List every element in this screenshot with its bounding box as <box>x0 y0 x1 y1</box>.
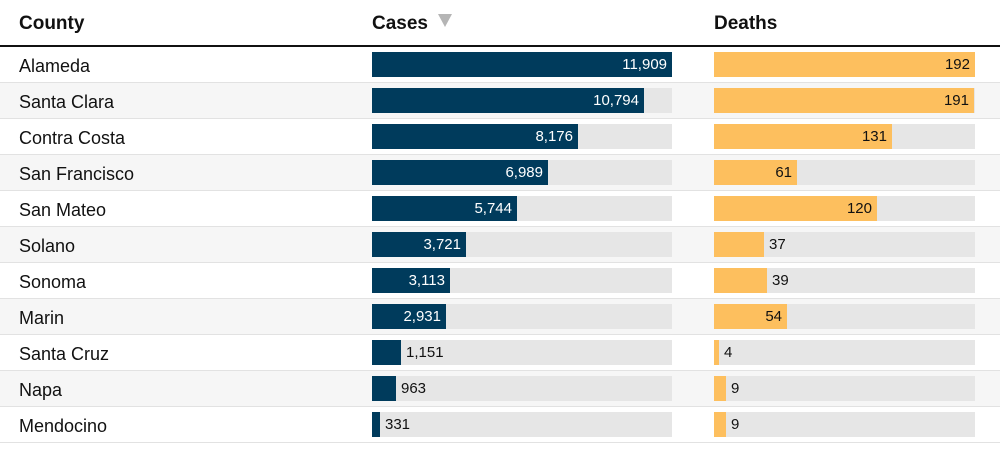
deaths-bar <box>714 196 877 221</box>
cases-bar-track: 1,151 <box>372 340 672 365</box>
deaths-column-header[interactable]: Deaths <box>714 13 778 34</box>
cases-bar-track: 5,744 <box>372 196 672 221</box>
table-row: Marin 2,931 54 <box>0 299 1000 335</box>
county-name: Alameda <box>19 56 91 76</box>
cases-value-label: 3,721 <box>423 236 461 253</box>
deaths-bar-track: 37 <box>714 232 975 257</box>
cases-bar-track: 3,113 <box>372 268 672 293</box>
cases-bar-track: 331 <box>372 412 672 437</box>
cases-value-label: 6,989 <box>505 164 543 181</box>
county-name: Santa Cruz <box>19 344 110 364</box>
deaths-bar-track: 61 <box>714 160 975 185</box>
county-name: Mendocino <box>19 416 108 436</box>
deaths-bar-track: 191 <box>714 88 975 113</box>
table-row: San Mateo 5,744 120 <box>0 191 1000 227</box>
cases-bar <box>372 304 446 329</box>
deaths-bar-track: 192 <box>714 52 975 77</box>
deaths-value-label: 54 <box>765 308 782 325</box>
deaths-bar-track: 9 <box>714 376 975 401</box>
cases-value-label: 331 <box>385 416 411 433</box>
cases-bar-track: 10,794 <box>372 88 672 113</box>
deaths-value-label: 131 <box>861 128 887 145</box>
cases-value-label: 1,151 <box>406 344 444 361</box>
cases-bar-track: 2,931 <box>372 304 672 329</box>
deaths-value-label: 192 <box>944 56 970 73</box>
cases-value-label: 8,176 <box>535 128 573 145</box>
cases-value-label: 2,931 <box>403 308 441 325</box>
deaths-bar <box>714 268 767 293</box>
deaths-value-label: 9 <box>731 416 740 433</box>
deaths-bar <box>714 376 726 401</box>
deaths-bar <box>714 304 787 329</box>
table-row: Sonoma 3,113 39 <box>0 263 1000 299</box>
cases-value-label: 10,794 <box>593 92 639 109</box>
cases-bar <box>372 196 517 221</box>
table-row: San Francisco 6,989 61 <box>0 155 1000 191</box>
cases-bar <box>372 52 672 77</box>
cases-bar-track: 3,721 <box>372 232 672 257</box>
table-row: Mendocino 331 9 <box>0 407 1000 443</box>
cases-bar <box>372 232 466 257</box>
county-name: Contra Costa <box>19 128 126 148</box>
deaths-bar <box>714 52 975 77</box>
cases-bar-track: 11,909 <box>372 52 672 77</box>
table-row: Napa 963 9 <box>0 371 1000 407</box>
deaths-bar <box>714 340 719 365</box>
deaths-bar <box>714 412 726 437</box>
cases-bar-track: 6,989 <box>372 160 672 185</box>
deaths-bar-track: 9 <box>714 412 975 437</box>
deaths-bar <box>714 232 764 257</box>
cases-value-label: 11,909 <box>622 56 667 73</box>
deaths-value-label: 37 <box>769 236 786 253</box>
deaths-bar-track: 54 <box>714 304 975 329</box>
cases-value-label: 5,744 <box>474 200 512 217</box>
deaths-value-label: 9 <box>731 380 740 397</box>
sort-descending-icon[interactable] <box>438 14 452 27</box>
table-row: Contra Costa 8,176 131 <box>0 119 1000 155</box>
deaths-bar-track: 4 <box>714 340 975 365</box>
cases-value-label: 963 <box>401 380 427 397</box>
deaths-value-label: 4 <box>724 344 733 361</box>
cases-bar-track: 8,176 <box>372 124 672 149</box>
table-header: County Cases Deaths <box>0 0 1000 47</box>
county-column-header[interactable]: County <box>19 13 85 34</box>
cases-column-label: Cases <box>372 13 428 34</box>
cases-bar <box>372 340 401 365</box>
table-row: Alameda 11,909 192 <box>0 47 1000 83</box>
deaths-value-label: 61 <box>775 164 792 181</box>
county-name: Napa <box>19 380 63 400</box>
table-row: Santa Clara 10,794 191 <box>0 83 1000 119</box>
county-name: San Mateo <box>19 200 107 220</box>
deaths-value-label: 191 <box>943 92 969 109</box>
cases-value-label: 3,113 <box>408 272 445 289</box>
deaths-value-label: 39 <box>772 272 789 289</box>
deaths-bar <box>714 124 892 149</box>
deaths-bar-track: 120 <box>714 196 975 221</box>
cases-bar <box>372 268 450 293</box>
deaths-bar-track: 39 <box>714 268 975 293</box>
cases-bar <box>372 376 396 401</box>
table-row: Santa Cruz 1,151 4 <box>0 335 1000 371</box>
cases-bar <box>372 412 380 437</box>
deaths-bar <box>714 160 797 185</box>
cases-bar <box>372 88 644 113</box>
county-name: Marin <box>19 308 65 328</box>
cases-bar-track: 963 <box>372 376 672 401</box>
deaths-value-label: 120 <box>846 200 872 217</box>
cases-bar <box>372 124 578 149</box>
cases-column-header[interactable]: Cases <box>372 13 452 35</box>
deaths-bar-track: 131 <box>714 124 975 149</box>
county-name: Santa Clara <box>19 92 115 112</box>
deaths-bar <box>714 88 974 113</box>
county-name: Sonoma <box>19 272 87 292</box>
county-name: San Francisco <box>19 164 135 184</box>
county-name: Solano <box>19 236 76 256</box>
cases-bar <box>372 160 548 185</box>
table-row: Solano 3,721 37 <box>0 227 1000 263</box>
table-body: Alameda 11,909 192 Santa Clara 10,794 191 Cont… <box>0 47 1000 443</box>
